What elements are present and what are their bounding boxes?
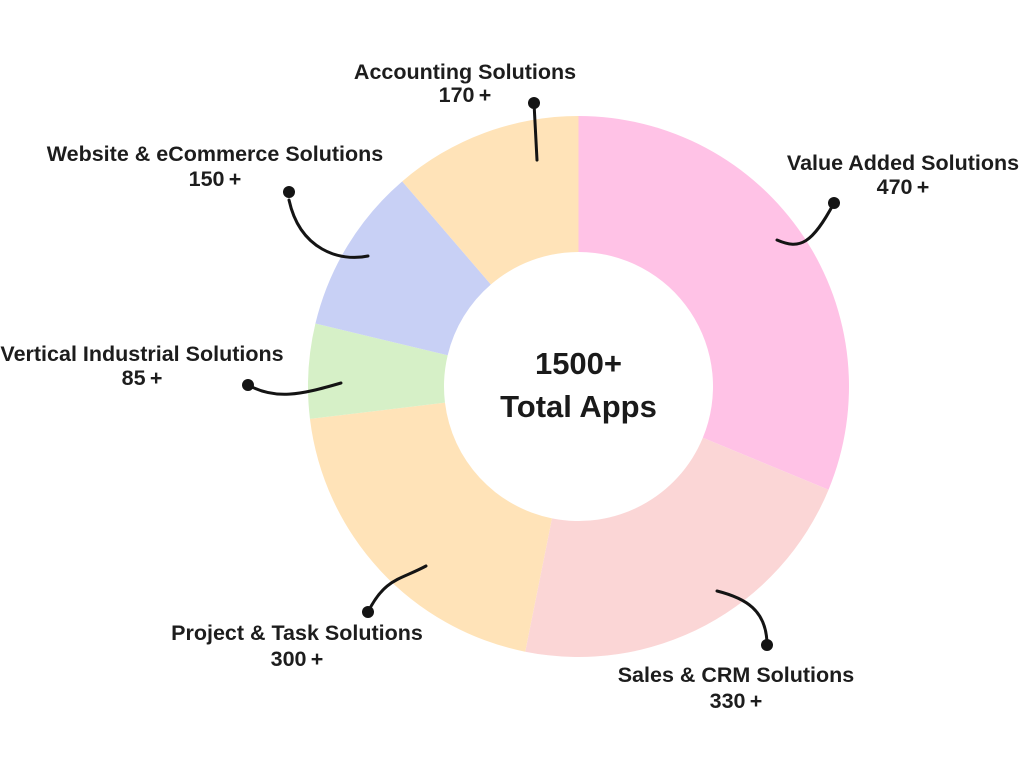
svg-text:Sales & CRM Solutions: Sales & CRM Solutions [618,663,855,687]
svg-text:150 +: 150 + [189,167,242,191]
svg-text:Value Added Solutions: Value Added Solutions [787,151,1019,175]
svg-text:Project & Task Solutions: Project & Task Solutions [171,621,423,645]
svg-text:170 +: 170 + [439,83,492,107]
svg-text:Accounting Solutions: Accounting Solutions [354,60,576,84]
svg-text:85 +: 85 + [122,366,163,390]
svg-text:Website & eCommerce Solutions: Website & eCommerce Solutions [47,142,384,166]
svg-text:1500+: 1500+ [535,346,622,381]
svg-text:300 +: 300 + [271,647,324,671]
svg-text:330 +: 330 + [710,689,763,713]
svg-text:Vertical Industrial Solutions: Vertical Industrial Solutions [0,342,283,366]
svg-text:470 +: 470 + [877,175,930,199]
svg-text:Total Apps: Total Apps [500,389,657,424]
